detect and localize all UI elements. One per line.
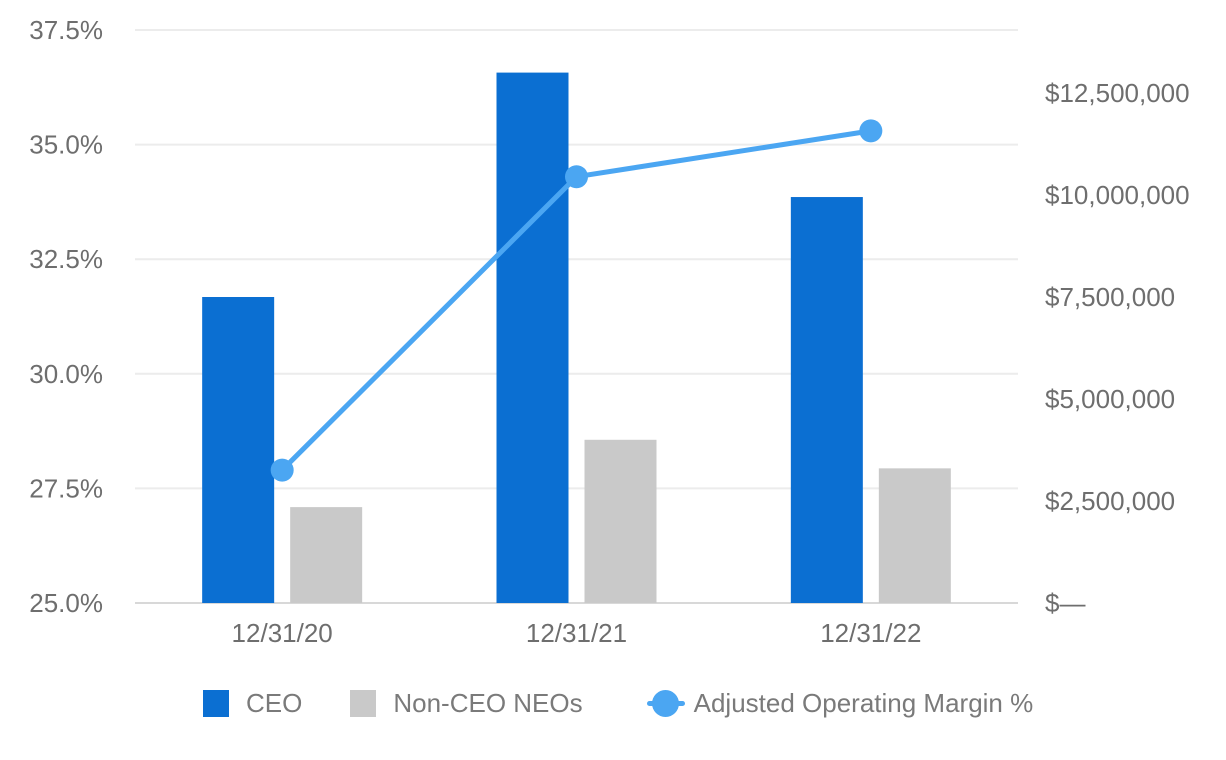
- left-axis-tick-label: 27.5%: [29, 473, 103, 503]
- ceo-swatch: [203, 689, 229, 717]
- left-axis-tick-label: 25.0%: [29, 588, 103, 618]
- non-ceo-neos-bar: [584, 439, 657, 603]
- legend-label-non-ceo-neos: Non-CEO NEOs: [393, 687, 583, 718]
- legend-item-non-ceo-neos: Non-CEO NEOs: [350, 687, 583, 719]
- right-axis-tick-label: $5,000,000: [1045, 384, 1175, 414]
- ceo-bar: [202, 297, 275, 603]
- legend-item-ceo: CEO: [203, 688, 302, 719]
- left-axis-tick-label: 35.0%: [29, 130, 103, 160]
- legend-label-adjusted-operating-margin: Adjusted Operating Margin %: [693, 687, 1034, 718]
- non-ceo-neos-bar: [878, 468, 951, 603]
- ceo-bar: [790, 197, 863, 603]
- non-ceo-swatch: [350, 689, 377, 717]
- left-axis-tick-label: 30.0%: [29, 359, 103, 389]
- right-axis-tick-label: $2,500,000: [1045, 486, 1175, 516]
- legend-item-adjusted-operating-margin: Adjusted Operating Margin %: [646, 687, 1034, 719]
- x-axis-tick-label: 12/31/20: [232, 618, 333, 648]
- x-axis-tick-label: 12/31/21: [526, 618, 627, 648]
- right-axis-tick-label: $7,500,000: [1045, 282, 1175, 312]
- right-axis-tick-label: $12,500,000: [1045, 78, 1190, 108]
- right-axis-tick-label: $—: [1045, 588, 1085, 618]
- left-axis-tick-label: 37.5%: [29, 15, 103, 45]
- line-marker-icon: [646, 689, 685, 717]
- left-axis-tick-label: 32.5%: [29, 244, 103, 274]
- adjusted-operating-margin-point: [270, 458, 294, 482]
- adjusted-operating-margin-point: [859, 119, 883, 143]
- line-dot: [652, 689, 680, 717]
- legend-label-ceo: CEO: [246, 687, 303, 718]
- chart-legend: CEO Non-CEO NEOs Adjusted Operating Marg…: [203, 687, 1033, 719]
- right-axis-tick-label: $10,000,000: [1045, 180, 1190, 210]
- non-ceo-neos-bar: [290, 507, 363, 603]
- adjusted-operating-margin-point: [565, 165, 588, 189]
- x-axis-tick-label: 12/31/22: [820, 618, 921, 648]
- ceo-bar: [496, 72, 569, 603]
